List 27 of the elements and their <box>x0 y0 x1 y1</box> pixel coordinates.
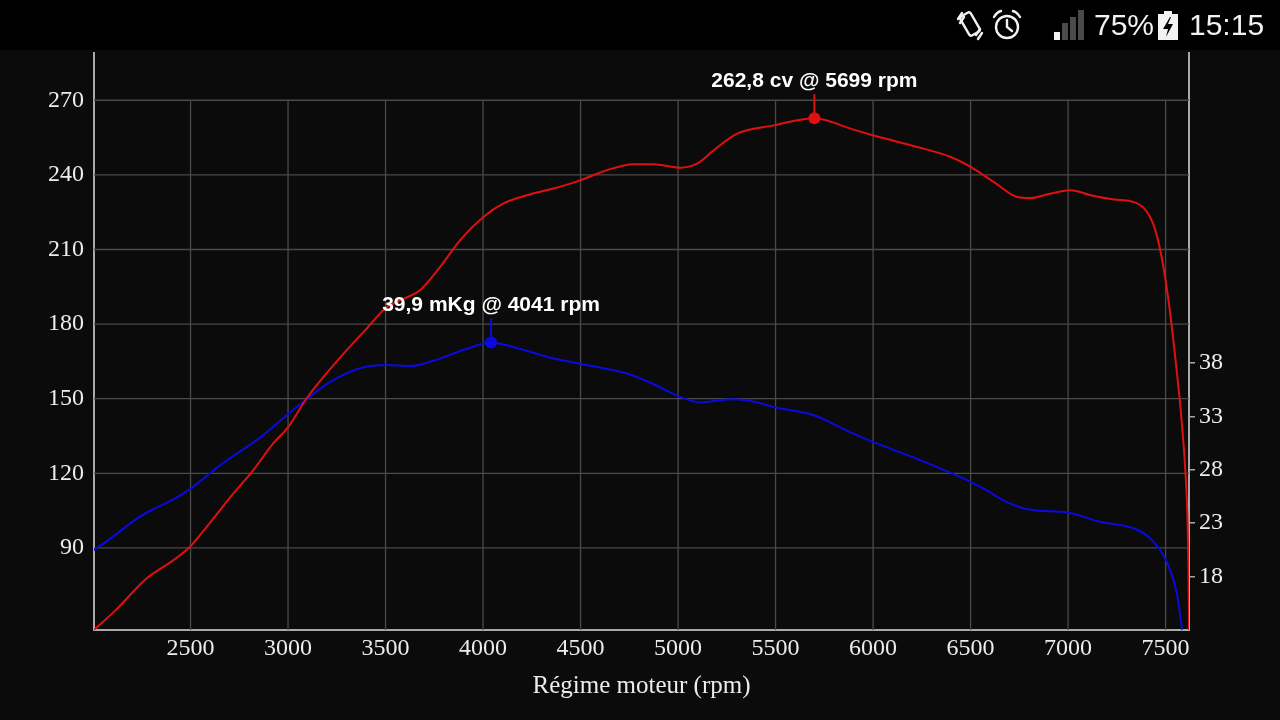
y2-tick-label: 18 <box>1199 561 1223 588</box>
x-tick-label: 6000 <box>849 633 898 660</box>
y2-tick-label: 23 <box>1199 508 1223 535</box>
y-tick-label: 270 <box>48 85 84 112</box>
x-tick-label: 4000 <box>459 633 508 660</box>
x-tick-label: 3000 <box>264 633 313 660</box>
x-tick-label: 5000 <box>654 633 703 660</box>
x-tick-label: 7000 <box>1044 633 1093 660</box>
y2-tick-label: 33 <box>1199 401 1223 428</box>
text: 75% <box>1094 8 1155 41</box>
y-tick-label: 240 <box>48 160 84 187</box>
x-tick-label: 2500 <box>166 633 215 660</box>
y-tick-label: 120 <box>48 458 84 485</box>
y-tick-label: 180 <box>48 309 84 336</box>
x-tick-label: 5500 <box>751 633 800 660</box>
x-axis-title: Régime moteur (rpm) <box>532 670 751 699</box>
y-tick-label: 90 <box>60 533 84 560</box>
x-tick-label: 3500 <box>361 633 410 660</box>
y-tick-label: 150 <box>48 384 84 410</box>
x-tick-label: 4500 <box>556 633 605 660</box>
y2-tick-label: 28 <box>1199 455 1223 482</box>
x-tick-label: 6500 <box>946 633 995 660</box>
y-tick-label: 210 <box>48 234 84 261</box>
x-tick-label: 7500 <box>1141 633 1190 660</box>
text: 15:15 <box>1189 8 1265 41</box>
annotation: 262,8 cv @ 5699 rpm <box>711 67 918 91</box>
y2-tick-label: 38 <box>1199 348 1223 375</box>
